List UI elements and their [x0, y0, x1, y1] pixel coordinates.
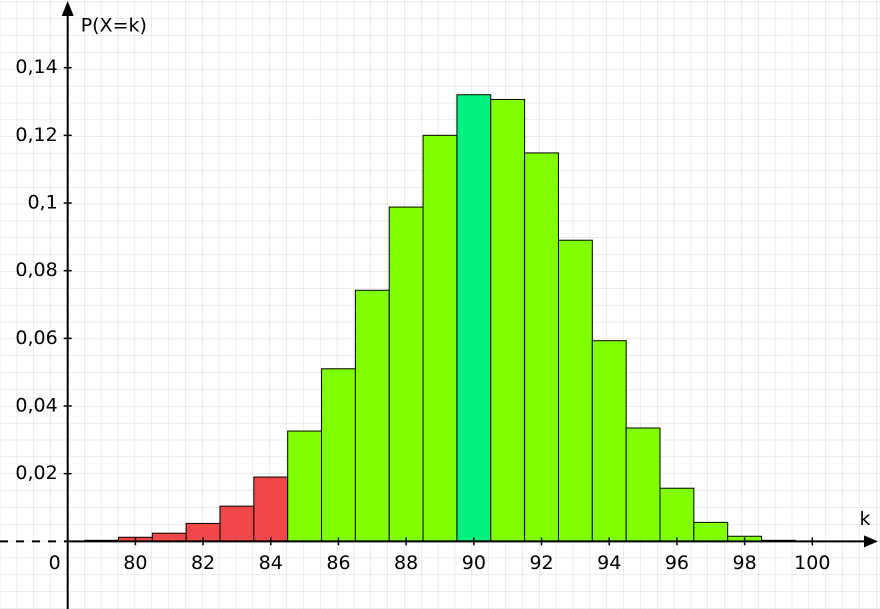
x-tick-label: 84	[259, 552, 283, 574]
bar	[219, 505, 255, 542]
y-tick-label: 0,08	[15, 259, 57, 281]
bar	[321, 368, 356, 542]
bar	[388, 206, 424, 542]
y-tick-label: 0,14	[15, 56, 57, 78]
bar	[456, 94, 492, 542]
y-tick-label: 0,1	[27, 192, 57, 214]
x-tick-label: 98	[733, 552, 757, 574]
x-tick-label: 82	[191, 552, 215, 574]
origin-label: 0	[49, 552, 61, 574]
y-tick-label: 0,06	[15, 327, 57, 349]
x-tick-label: 94	[597, 552, 621, 574]
y-axis-arrow	[61, 1, 74, 16]
y-tick-label: 0,12	[15, 124, 57, 146]
y-tick-label: 0,04	[15, 395, 57, 417]
bar	[151, 532, 187, 542]
x-tick-label: 96	[665, 552, 689, 574]
x-tick-label: 80	[123, 552, 147, 574]
x-axis-arrow	[864, 535, 878, 548]
x-axis-label: k	[859, 508, 870, 530]
bar	[490, 98, 526, 542]
x-tick-label: 86	[326, 552, 350, 574]
x-tick-label: 92	[529, 552, 553, 574]
bar	[524, 152, 559, 542]
y-tick-label: 0,02	[15, 462, 57, 484]
bar	[693, 521, 729, 542]
bar	[253, 476, 289, 542]
y-axis-label: P(X=k)	[81, 15, 147, 37]
bar	[591, 340, 627, 542]
x-tick-label: 100	[794, 552, 830, 574]
bar	[354, 289, 390, 542]
x-tick-label: 90	[462, 552, 486, 574]
bar	[625, 427, 661, 542]
bar	[287, 430, 323, 542]
bar	[422, 134, 458, 542]
bar	[557, 239, 593, 542]
x-tick-label: 88	[394, 552, 418, 574]
bar	[659, 487, 695, 542]
